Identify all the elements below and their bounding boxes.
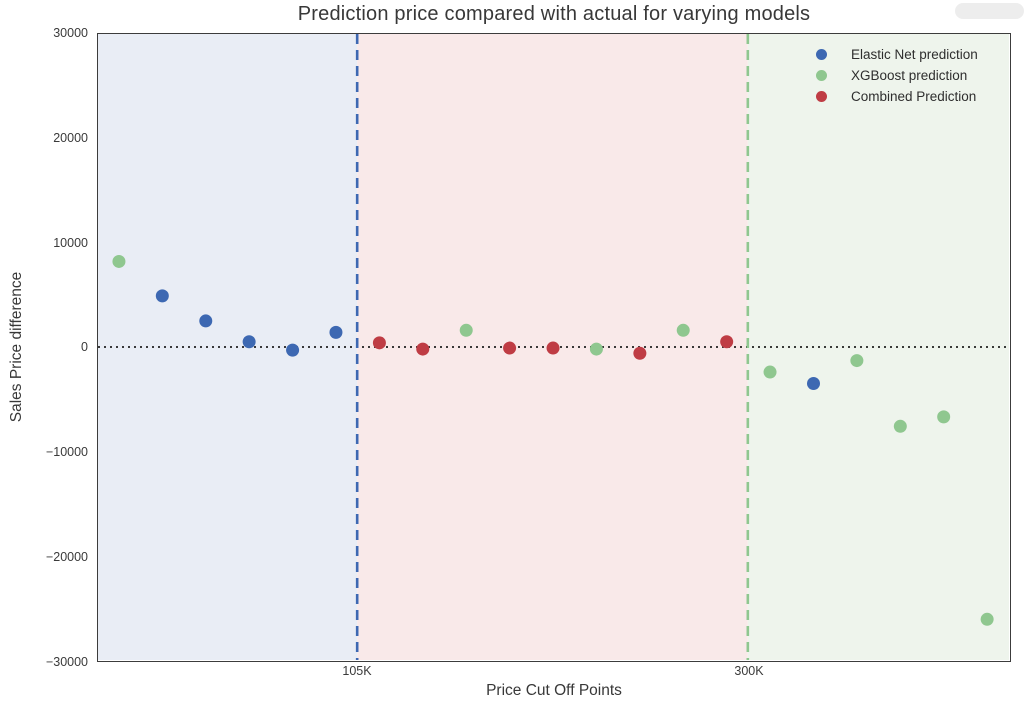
data-point-xgboost-prediction xyxy=(763,365,777,379)
xtick-300k: 300K xyxy=(734,664,764,678)
scatter-canvas xyxy=(98,34,1009,660)
legend-label: Elastic Net prediction xyxy=(851,47,978,62)
data-point-combined-prediction xyxy=(633,346,647,360)
chart-title: Prediction price compared with actual fo… xyxy=(297,3,811,25)
data-point-combined-prediction xyxy=(503,341,517,355)
ytick-10000: 10000 xyxy=(53,236,88,250)
ytick-0: 0 xyxy=(81,340,88,354)
ytick-30000: 30000 xyxy=(53,26,88,40)
ytick-neg-20000: −20000 xyxy=(45,550,88,564)
combined-marker-icon xyxy=(816,91,827,102)
data-point-xgboost-prediction xyxy=(893,419,907,433)
elastic-net-marker-icon xyxy=(816,49,827,60)
legend: Elastic Net prediction XGBoost predictio… xyxy=(816,44,978,107)
data-point-elastic-net-prediction xyxy=(199,314,213,328)
data-point-xgboost-prediction xyxy=(850,354,864,368)
y-axis-label: Sales Price difference xyxy=(8,271,25,423)
data-point-xgboost-prediction xyxy=(937,410,951,424)
legend-item-elastic-net: Elastic Net prediction xyxy=(816,44,978,65)
data-point-combined-prediction xyxy=(416,342,430,356)
data-point-xgboost-prediction xyxy=(589,342,603,356)
region-below-105K xyxy=(98,34,358,660)
legend-label: XGBoost prediction xyxy=(851,68,968,83)
ytick-20000: 20000 xyxy=(53,131,88,145)
data-point-combined-prediction xyxy=(372,336,386,350)
data-point-xgboost-prediction xyxy=(459,323,473,337)
ytick-neg-30000: −30000 xyxy=(45,655,88,669)
corner-artifact xyxy=(955,3,1024,19)
data-point-elastic-net-prediction xyxy=(806,377,820,391)
data-point-elastic-net-prediction xyxy=(286,343,300,357)
xgboost-marker-icon xyxy=(816,70,827,81)
data-point-elastic-net-prediction xyxy=(329,325,343,339)
x-axis-label: Price Cut Off Points xyxy=(486,682,622,699)
legend-label: Combined Prediction xyxy=(851,89,977,104)
legend-item-combined: Combined Prediction xyxy=(816,86,978,107)
data-point-elastic-net-prediction xyxy=(155,289,169,303)
data-point-combined-prediction xyxy=(720,335,734,349)
data-point-combined-prediction xyxy=(546,341,560,355)
plot-area: Elastic Net prediction XGBoost predictio… xyxy=(97,33,1011,662)
legend-item-xgboost: XGBoost prediction xyxy=(816,65,978,86)
xtick-105k: 105K xyxy=(342,664,372,678)
ytick-neg-10000: −10000 xyxy=(45,445,88,459)
data-point-xgboost-prediction xyxy=(980,612,994,626)
data-point-xgboost-prediction xyxy=(676,323,690,337)
data-point-elastic-net-prediction xyxy=(242,335,256,349)
data-point-xgboost-prediction xyxy=(112,254,126,268)
